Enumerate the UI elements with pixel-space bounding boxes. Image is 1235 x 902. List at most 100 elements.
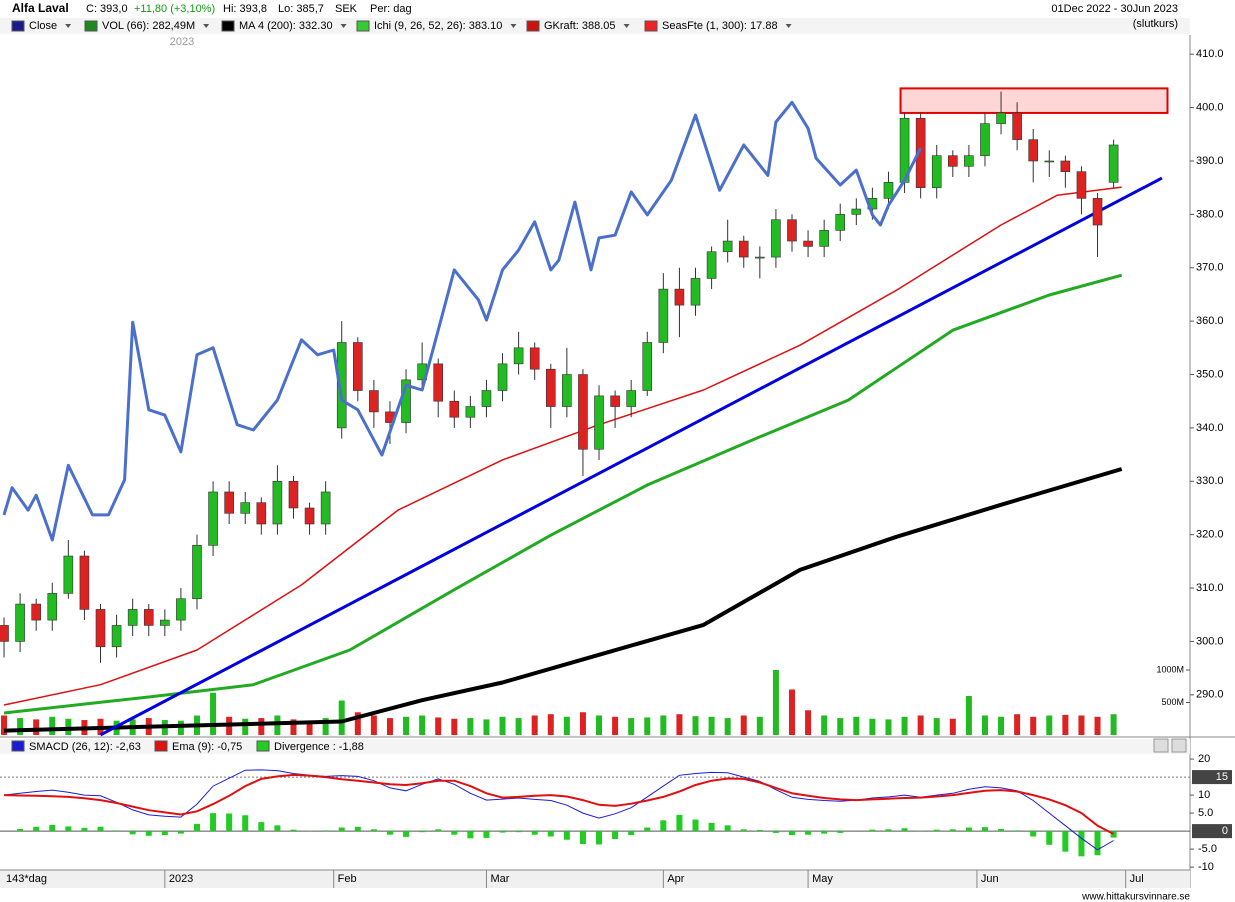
divergence-bar	[612, 831, 619, 840]
level-label: 0	[1222, 825, 1228, 837]
volume-tick-label: 500M	[1161, 697, 1184, 707]
x-tick-label: Feb	[338, 873, 357, 885]
legend-dropdown[interactable]	[785, 24, 792, 28]
legend-swatch	[221, 20, 235, 32]
legend-dropdown[interactable]	[340, 24, 347, 28]
candle-body	[980, 123, 990, 156]
divergence-bar	[81, 827, 88, 832]
period: Per: dag	[370, 3, 412, 15]
candle-body	[626, 390, 636, 407]
divergence-bar	[885, 829, 892, 832]
candle-body	[594, 395, 604, 450]
currency: SEK	[335, 3, 358, 15]
candle-body	[674, 288, 685, 306]
y-tick-label: 380.0	[1196, 208, 1224, 220]
volume-bar	[949, 718, 956, 735]
volume-bar	[869, 718, 876, 735]
volume-bar	[644, 717, 651, 735]
divergence-bar	[258, 822, 265, 832]
candle-body	[79, 555, 90, 610]
divergence-bar	[49, 824, 56, 832]
candle-body	[1060, 160, 1071, 172]
volume-bar	[596, 715, 603, 735]
divergence-bar	[1014, 830, 1021, 832]
settings-button[interactable]	[1153, 738, 1169, 753]
divergence-bar	[949, 829, 956, 832]
candle-body	[192, 545, 202, 600]
watermark: www.hittakursvinnare.se	[1081, 892, 1190, 902]
y-tick-label: 350.0	[1196, 368, 1224, 380]
legend-label: VOL (66): 282,49M	[102, 20, 195, 32]
volume-bar	[242, 718, 249, 735]
y-tick-label: -5.0	[1198, 843, 1217, 855]
volume-bar	[628, 718, 635, 735]
divergence-bar	[821, 831, 828, 834]
legend-bar	[0, 18, 1190, 34]
y-tick-label: 400.0	[1196, 102, 1224, 114]
divergence-bar	[33, 826, 40, 832]
x-tick-label: Jun	[981, 873, 999, 885]
candle-body	[336, 342, 347, 429]
divergence-bar	[129, 831, 136, 835]
legend-label: SeasFte (1, 300): 17.88	[662, 20, 778, 32]
candle-body	[320, 491, 331, 525]
divergence-bar	[596, 831, 603, 845]
y-tick-label: 390.0	[1196, 155, 1224, 167]
divergence-bar	[386, 831, 393, 835]
close-button[interactable]	[1171, 738, 1187, 753]
candle-body	[658, 288, 669, 343]
x-tick-label: Apr	[667, 873, 684, 885]
divergence-bar	[113, 830, 120, 832]
divergence-bar	[403, 831, 410, 837]
volume-bar	[306, 720, 313, 735]
volume-bar	[483, 719, 490, 735]
legend-dropdown[interactable]	[203, 24, 210, 28]
divergence-bar	[1046, 831, 1053, 845]
legend-swatch	[84, 20, 98, 32]
indicator-line	[3, 273, 1123, 715]
divergence-bar	[981, 827, 988, 832]
candle-body	[0, 625, 9, 642]
candle-body	[353, 342, 363, 391]
legend-label: MA 4 (200): 332.30	[239, 20, 333, 32]
divergence-bar	[419, 831, 426, 833]
ticker: Alfa Laval	[12, 1, 69, 15]
legend-dropdown[interactable]	[65, 24, 72, 28]
candle-body	[851, 208, 862, 215]
legend-dropdown[interactable]	[623, 24, 630, 28]
indicator-line	[3, 467, 1123, 733]
divergence-bar	[97, 826, 104, 832]
divergence-bar	[837, 831, 844, 833]
y-tick-label: 370.0	[1196, 262, 1224, 274]
candle-body	[931, 155, 942, 188]
candle-body	[63, 555, 74, 594]
candle-body	[964, 155, 974, 167]
divergence-bar	[161, 831, 168, 836]
legend-dropdown[interactable]	[510, 24, 517, 28]
divergence-bar	[644, 827, 651, 832]
volume-bar	[515, 718, 522, 735]
volume-bar	[403, 716, 410, 735]
volume-bar	[338, 700, 345, 735]
volume-bar	[933, 718, 940, 735]
volume-bar	[612, 716, 619, 735]
volume-bar	[788, 689, 795, 735]
candle-body	[883, 182, 894, 199]
divergence-bar	[805, 831, 812, 835]
resistance-box	[899, 87, 1169, 114]
legend-swatch	[644, 20, 658, 32]
volume-bar	[1078, 715, 1085, 735]
divergence-bar	[965, 827, 972, 832]
candle-body	[369, 390, 379, 413]
candle-body	[529, 347, 540, 370]
volume-bar	[965, 696, 972, 735]
divergence-bar	[290, 829, 297, 832]
legend-swatch	[11, 20, 25, 32]
divergence-bar	[628, 831, 635, 836]
candle-body	[835, 214, 846, 231]
candle-body	[803, 240, 813, 247]
macd-legend-swatch	[256, 740, 270, 752]
volume-bar	[772, 670, 779, 735]
volume-bar	[579, 712, 586, 735]
